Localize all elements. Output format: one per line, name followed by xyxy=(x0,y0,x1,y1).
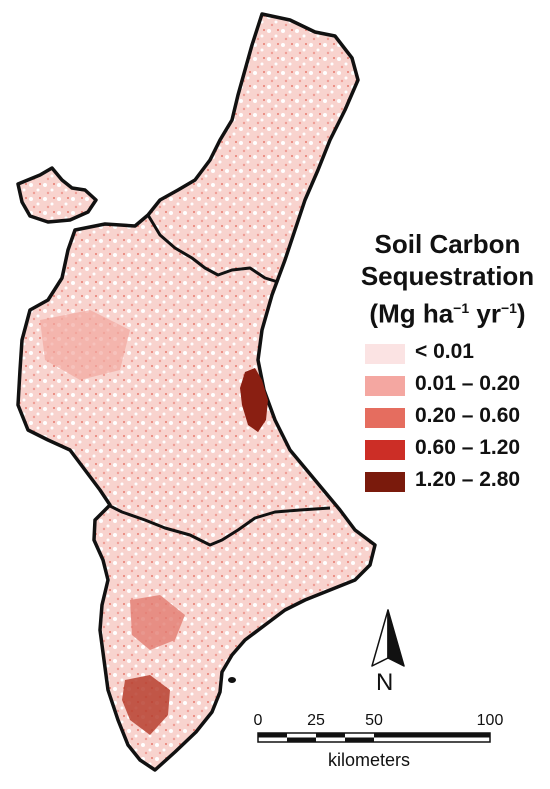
legend-swatch xyxy=(365,472,405,492)
north-arrow-icon xyxy=(371,609,405,667)
legend-label: 1.20 – 2.80 xyxy=(415,468,521,491)
legend-swatch xyxy=(365,440,405,460)
legend-item: 1.20 – 2.80 xyxy=(365,466,545,498)
legend-items: < 0.01 0.01 – 0.20 0.20 – 0.60 0.60 – 1.… xyxy=(365,338,545,498)
legend-item: < 0.01 xyxy=(365,338,545,370)
legend-item: 0.01 – 0.20 xyxy=(365,370,545,402)
legend-title-line1: Soil Carbon xyxy=(374,229,521,259)
scale-bar xyxy=(257,732,491,743)
legend-title-units: (Mg ha−1 yr−1) xyxy=(369,298,526,329)
enclave-outline xyxy=(16,166,98,224)
legend-label: 0.60 – 1.20 xyxy=(415,436,521,459)
north-label: N xyxy=(376,669,394,696)
coastal-wetland-patch xyxy=(240,368,268,432)
scale-label-25: 25 xyxy=(307,712,325,729)
islet xyxy=(228,677,236,683)
legend-swatch xyxy=(365,344,405,364)
legend-item: 0.60 – 1.20 xyxy=(365,434,545,466)
legend-swatch xyxy=(365,408,405,428)
legend-title: Soil Carbon Sequestration (Mg ha−1 yr−1) xyxy=(350,228,545,330)
southern-dark-patch xyxy=(122,675,170,735)
province-border-south xyxy=(107,503,331,547)
legend-item: 0.20 – 0.60 xyxy=(365,402,545,434)
legend-label: 0.01 – 0.20 xyxy=(415,372,521,395)
central-medium-patch xyxy=(40,310,130,380)
scale-unit-label: kilometers xyxy=(328,750,411,770)
legend-label: 0.20 – 0.60 xyxy=(415,404,521,427)
province-border-north xyxy=(146,214,279,284)
scale-label-100: 100 xyxy=(476,712,504,729)
legend-label: < 0.01 xyxy=(415,340,474,363)
region-outline xyxy=(16,12,377,772)
scale-label-50: 50 xyxy=(365,712,383,729)
southern-medium-patch xyxy=(130,595,185,650)
legend-swatch xyxy=(365,376,405,396)
legend-title-line2: Sequestration xyxy=(360,261,535,291)
legend: Soil Carbon Sequestration (Mg ha−1 yr−1)… xyxy=(350,228,545,492)
scale-label-0: 0 xyxy=(253,712,263,729)
